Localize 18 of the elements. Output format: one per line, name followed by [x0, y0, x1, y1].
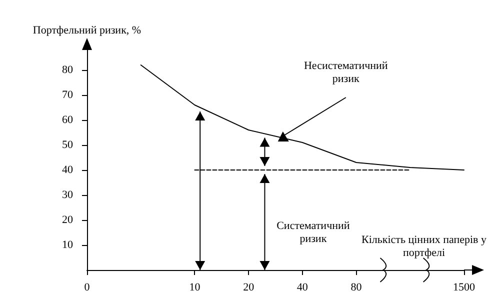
y-tick-label: 10 [62, 239, 74, 251]
x-axis-title: Кількість цінних паперів у портфелі [360, 234, 488, 260]
y-tick-label: 60 [62, 114, 74, 126]
y-tick-label: 40 [62, 164, 74, 176]
annotation: Несистематичний ризик [302, 60, 389, 86]
y-tick-label: 70 [62, 89, 74, 101]
annotation: Систематичний ризик [276, 220, 351, 246]
y-tick-label: 30 [62, 189, 74, 201]
x-tick-label: 10 [189, 282, 201, 294]
x-tick-label: 1500 [453, 282, 476, 294]
y-axis-title: Портфельний ризик, % [32, 24, 142, 36]
x-tick-label: 80 [350, 282, 362, 294]
x-tick-label: 0 [84, 282, 90, 294]
x-tick-label: 20 [243, 282, 255, 294]
x-tick-label: 40 [296, 282, 308, 294]
y-tick-label: 20 [62, 214, 74, 226]
y-tick-label: 80 [62, 64, 74, 76]
y-tick-label: 50 [62, 139, 74, 151]
